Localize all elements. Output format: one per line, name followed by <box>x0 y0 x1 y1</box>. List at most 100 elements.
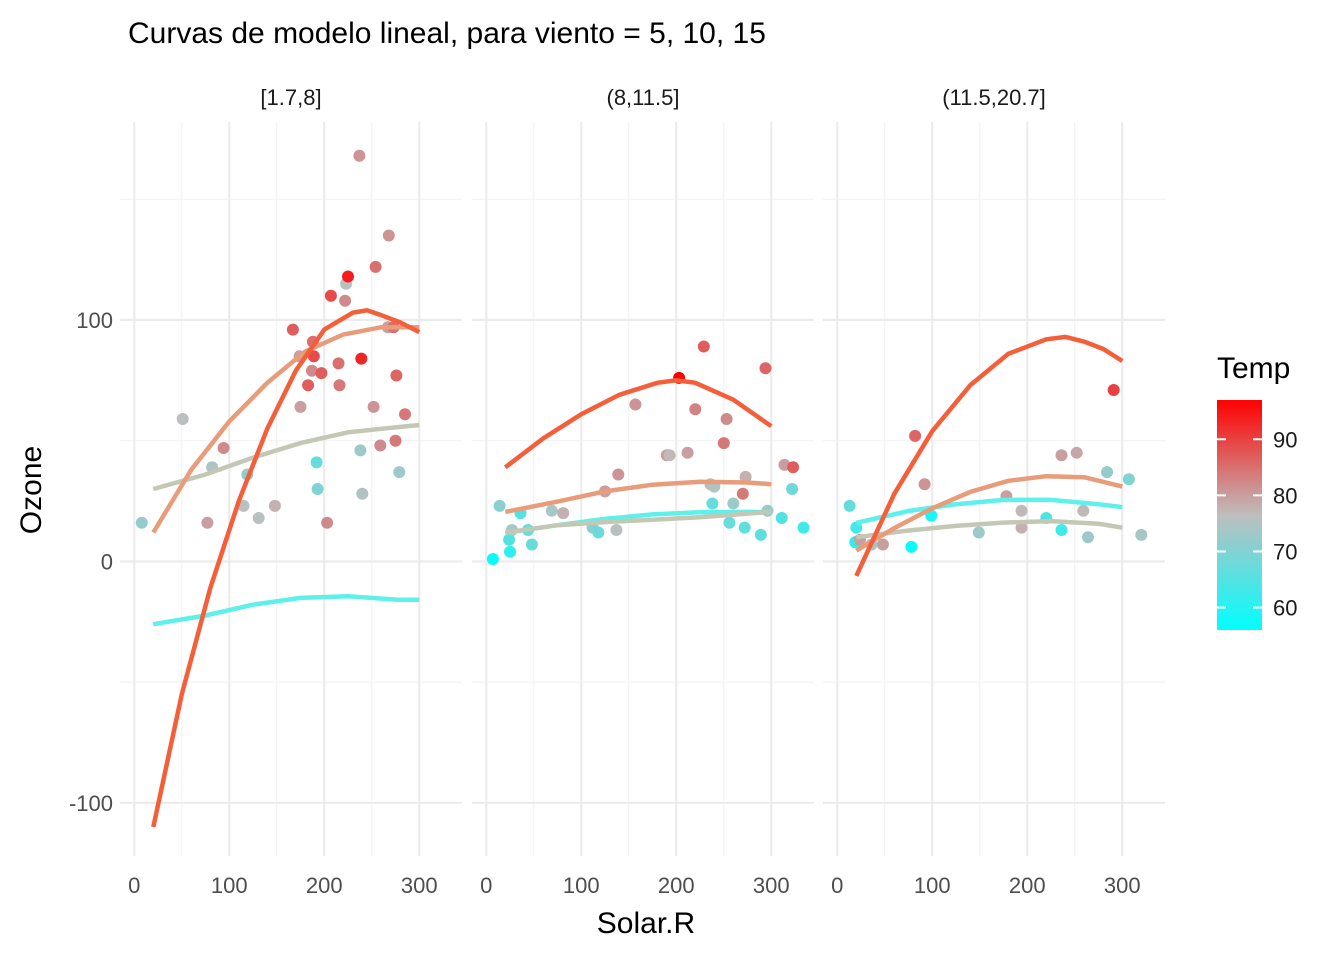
data-point <box>909 429 922 442</box>
y-axis-title: Ozone <box>15 446 48 534</box>
data-point <box>1015 504 1028 517</box>
y-tick-label: 0 <box>101 549 113 574</box>
data-point <box>797 521 810 534</box>
data-point <box>486 553 499 565</box>
data-point <box>1015 521 1028 534</box>
data-point <box>629 398 642 411</box>
data-point <box>918 478 931 491</box>
data-point <box>850 521 863 534</box>
data-point <box>697 340 710 353</box>
x-tick-label: 0 <box>831 873 843 898</box>
data-point <box>135 516 148 529</box>
data-point <box>339 294 352 307</box>
data-point <box>972 526 985 539</box>
data-point <box>389 434 402 447</box>
data-point <box>354 444 367 457</box>
data-point <box>775 512 788 524</box>
data-point <box>353 149 366 162</box>
data-point <box>355 352 368 365</box>
data-point <box>367 400 380 413</box>
panels: [1.7,8]0 100 200 300(8,11.5]0 100 200 300(11.5… <box>69 85 1165 898</box>
model-curve <box>152 422 420 492</box>
x-tick-label: 0 <box>128 873 140 898</box>
data-point <box>1070 446 1083 459</box>
data-point <box>332 357 345 370</box>
data-point <box>681 446 694 459</box>
data-point <box>399 408 411 421</box>
data-point <box>905 540 918 553</box>
data-point <box>356 487 369 500</box>
data-point <box>252 512 265 524</box>
legend-tick-label: 70 <box>1273 539 1297 564</box>
model-curve <box>152 593 420 627</box>
data-point <box>504 545 516 558</box>
data-point <box>1055 449 1068 462</box>
x-tick-label: 300 <box>401 873 438 898</box>
x-tick-label: 100 <box>563 873 600 898</box>
legend-tick-label: 60 <box>1273 596 1297 621</box>
data-point <box>1077 504 1090 517</box>
facet-strip-label: (8,11.5] <box>607 85 680 110</box>
data-point <box>736 487 749 500</box>
data-point <box>592 526 605 539</box>
model-curve <box>856 518 1123 540</box>
legend-colorbar: 60 70 80 90 <box>1217 400 1297 630</box>
data-point <box>294 400 307 413</box>
legend-tick-label: 90 <box>1273 427 1297 452</box>
model-curve <box>503 378 773 470</box>
data-point <box>369 260 382 273</box>
data-point <box>1107 384 1120 396</box>
model-curve <box>854 334 1124 577</box>
data-point <box>1122 473 1135 486</box>
data-point <box>689 403 702 416</box>
data-point <box>754 528 767 541</box>
data-point <box>493 499 506 512</box>
x-tick-label: 100 <box>211 873 248 898</box>
data-point <box>342 270 354 283</box>
data-point <box>739 470 752 483</box>
facet-panel: (11.5,20.7] 0 100 200 300 <box>823 85 1165 898</box>
model-curve <box>504 479 772 515</box>
x-tick-label: 200 <box>658 873 695 898</box>
data-point <box>843 499 856 512</box>
data-point <box>738 521 751 534</box>
data-point <box>720 413 733 425</box>
data-point <box>610 524 623 536</box>
data-point <box>876 538 889 551</box>
data-point <box>217 442 230 454</box>
data-point <box>1135 528 1148 541</box>
data-point <box>723 516 736 529</box>
legend-colorbar-gradient <box>1217 400 1262 630</box>
y-tick-label: -100 <box>69 791 113 816</box>
data-point <box>663 449 676 462</box>
model-curve <box>855 497 1123 525</box>
model-curve <box>151 324 420 534</box>
data-point <box>1055 524 1068 536</box>
x-tick-label: 300 <box>1104 873 1141 898</box>
data-point <box>321 516 334 529</box>
x-tick-label: 0 <box>480 873 492 898</box>
data-point <box>286 323 299 336</box>
legend: Temp 60 70 80 90 <box>1217 352 1297 630</box>
data-point <box>201 516 214 529</box>
data-point <box>1082 531 1094 544</box>
facet-panel: [1.7,8] 0 100 200 300 <box>120 85 462 898</box>
data-point <box>557 507 570 520</box>
data-point <box>382 229 395 242</box>
x-tick-label: 300 <box>753 873 790 898</box>
data-point <box>315 367 328 380</box>
data-point <box>503 533 516 546</box>
x-tick-label: 200 <box>306 873 343 898</box>
data-point <box>333 379 346 392</box>
legend-title: Temp <box>1217 352 1290 385</box>
chart-title: Curvas de modelo lineal, para viento = 5… <box>128 17 766 50</box>
model-curve <box>504 509 772 535</box>
x-axis-title: Solar.R <box>597 907 695 940</box>
data-point <box>786 483 799 495</box>
data-point <box>759 362 772 375</box>
facet-panel: (8,11.5] 0 100 200 300 <box>472 85 814 898</box>
data-point <box>176 413 189 425</box>
data-point <box>612 468 625 481</box>
y-tick-label: 100 <box>76 308 113 333</box>
